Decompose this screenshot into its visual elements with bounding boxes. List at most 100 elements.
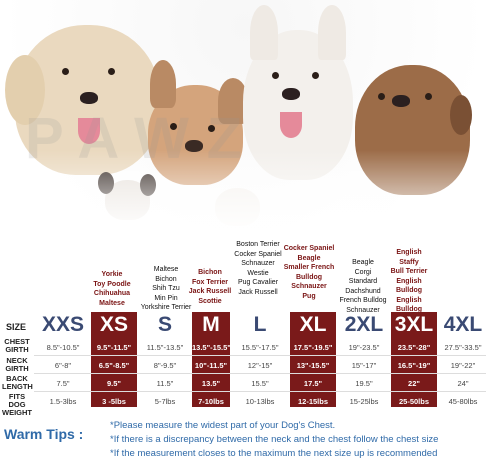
shepherd-ear-right (318, 5, 346, 60)
tip-line: *If the measurement closes to the maximu… (110, 448, 438, 459)
breed: Chihuahua (93, 290, 131, 297)
cell-back-xxs: 7.5" (56, 379, 70, 388)
breed: Jack Russell (188, 288, 232, 295)
breed: Bichon (155, 275, 177, 283)
row-label-weight: FITS DOG WEIGHT (2, 392, 32, 417)
shepherd-tongue (280, 112, 302, 138)
frenchie-ear-left (150, 60, 176, 108)
size-m: M (202, 313, 220, 336)
breed: Maltese (153, 266, 179, 273)
breed: Yorkshire Terrier (140, 304, 192, 311)
breed: Standard Dachshund (345, 278, 381, 295)
cell-weight-4xl: 45-80lbs (448, 397, 478, 406)
frenchie-eye-right (208, 125, 215, 132)
breed: Jack Russell (238, 288, 278, 296)
cell-weight-xxs: 1.5-3lbs (49, 397, 77, 406)
breed: Schnauzer (291, 283, 327, 290)
cell-chest-2xl: 19"-23.5" (348, 343, 380, 352)
size-3xl: 3XL (394, 313, 434, 336)
cell-neck-l: 12"-15" (247, 361, 273, 370)
cell-neck-s: 8"-9.5" (153, 361, 177, 370)
bulldog-eye-left (378, 93, 385, 100)
golden-eye-left (62, 68, 69, 75)
cell-neck-3xl: 16.5"-19" (397, 361, 431, 370)
breed: Scottie (198, 297, 222, 305)
golden-ear-left (5, 55, 45, 125)
cell-weight-s: 5-7lbs (154, 397, 176, 406)
row-divider (34, 391, 486, 392)
breed: Shih Tzu (152, 285, 180, 292)
breed: Min Pin (154, 294, 178, 302)
row-divider (34, 355, 486, 356)
tip-line: *If there is a discrepancy between the n… (110, 434, 439, 445)
cell-back-4xl: 24" (457, 379, 469, 388)
cell-back-2xl: 19.5" (355, 379, 373, 388)
breeds-3xl: English Staffy Bull Terrier English Bull… (387, 248, 431, 315)
cell-weight-xl: 12-15lbs (297, 397, 329, 406)
cell-chest-xs: 9.5"-11.5" (96, 343, 132, 352)
size-2xl: 2XL (344, 313, 384, 336)
size-l: L (253, 313, 267, 336)
breed: Bull Terrier (390, 268, 428, 275)
shepherd-eye-right (312, 72, 319, 79)
size-s: S (157, 313, 172, 336)
cell-chest-xl: 17.5"-19.5" (293, 343, 333, 352)
frenchie-eye-left (170, 123, 177, 130)
cell-neck-xs: 6.5"-8.5" (98, 361, 130, 370)
breed: Cocker Spaniel (234, 250, 282, 258)
cell-weight-xs: 3 -5lbs (102, 397, 126, 406)
tip-line: *Please measure the widest part of your … (110, 420, 336, 431)
bulldog-nose (392, 95, 410, 107)
cell-neck-4xl: 19"-22" (450, 361, 476, 370)
size-xl: XL (299, 313, 327, 336)
golden-eye-right (108, 68, 115, 75)
cell-neck-xxs: 6"-8" (54, 361, 72, 370)
watermark: PAWZ (25, 106, 261, 171)
row-label-neck: NECK GIRTH (5, 356, 29, 373)
cell-weight-3xl: 25-50lbs (398, 397, 430, 406)
cell-chest-s: 11.5"-13.5" (146, 343, 184, 352)
cell-chest-m: 13.5"-15.5" (192, 343, 231, 352)
breed: Beagle (352, 259, 374, 266)
breeds-xs: Yorkie Toy Poodle Chihuahua Maltese (82, 270, 142, 308)
size-header: SIZE (6, 322, 27, 332)
cell-neck-xl: 13"-15.5" (296, 361, 330, 370)
cell-back-s: 11.5" (156, 379, 174, 388)
row-label-back: BACK LENGTH (2, 374, 33, 391)
breed: Westie (247, 269, 269, 277)
breed: English Staffy (396, 249, 422, 266)
cell-back-xs: 9.5" (107, 379, 121, 388)
breed: Corgi (354, 268, 372, 276)
breeds-s: Maltese Bichon Shih Tzu Min Pin Yorkshir… (140, 265, 192, 313)
breeds-m: Bichon Fox Terrier Jack Russell Scottie (188, 268, 232, 306)
breed: Boston Terrier (236, 241, 280, 248)
breed: Yorkie (101, 271, 123, 278)
cell-chest-3xl: 23.5"-28" (397, 343, 431, 352)
breed: Cocker Spaniel (283, 245, 335, 252)
row-label-chest: CHEST GIRTH (4, 337, 30, 354)
breed: English Bulldog (395, 296, 423, 314)
size-4xl: 4XL (443, 313, 483, 336)
breed: Schnauzer (346, 306, 380, 314)
breed: Pug Cavalier (237, 279, 279, 286)
cell-neck-m: 10"-11.5" (194, 361, 228, 370)
frenchie-nose (185, 140, 203, 152)
breed: Fox Terrier (191, 278, 229, 286)
cell-back-3xl: 22" (408, 379, 420, 388)
cell-chest-xxs: 8.5"-10.5" (46, 343, 80, 352)
bulldog-eye-right (425, 93, 432, 100)
breed: English Bulldog (395, 277, 423, 295)
breeds-xl: Cocker Spaniel Beagle Smaller French Bul… (283, 244, 335, 301)
breed: Toy Poodle (93, 280, 131, 288)
shepherd-eye-left (272, 72, 279, 79)
breed: Maltese (99, 299, 125, 307)
cell-back-m: 13.5" (201, 379, 221, 388)
bulldog-ear-right (450, 95, 472, 135)
photo-fade (0, 150, 488, 270)
size-xs: XS (99, 313, 128, 336)
golden-nose (80, 92, 98, 104)
breed: Pug (302, 292, 316, 300)
breed: Beagle (297, 254, 321, 262)
size-xxs: XXS (41, 313, 85, 336)
warm-tips-title: Warm Tips : (4, 426, 84, 442)
